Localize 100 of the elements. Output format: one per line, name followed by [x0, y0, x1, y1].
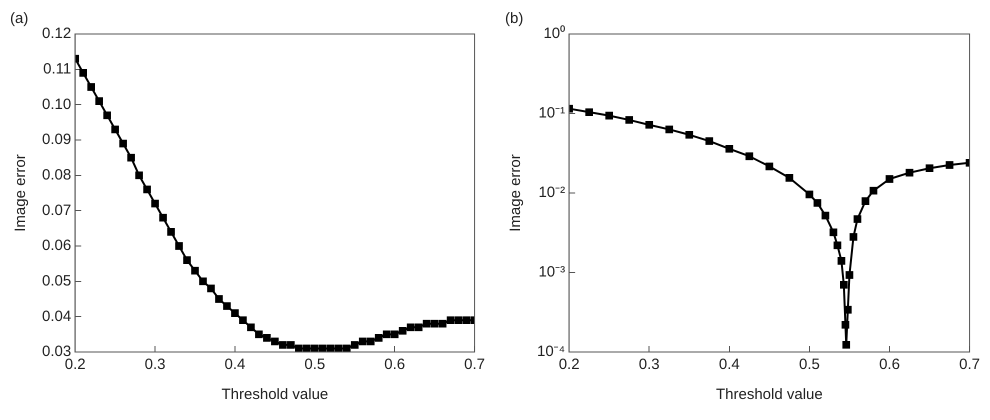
chart-title: (a): [10, 10, 28, 28]
point: [806, 190, 814, 198]
point: [830, 228, 838, 236]
point: [842, 320, 850, 329]
point: [215, 295, 223, 303]
point: [906, 168, 914, 177]
point: [814, 199, 822, 207]
point: [786, 174, 794, 182]
x-tick-label: 0.7: [959, 356, 980, 374]
y-tick-label: 0.10: [42, 96, 72, 113]
point: [422, 320, 430, 328]
x-tick-label: 0.5: [304, 356, 326, 374]
y-tick-label: 0.07: [42, 202, 72, 219]
point: [191, 266, 199, 275]
y-tick-label: 0.05: [42, 272, 72, 290]
point: [665, 126, 674, 134]
point: [159, 214, 167, 222]
point: [263, 334, 271, 342]
point: [79, 69, 88, 77]
point: [111, 126, 119, 134]
point: [446, 316, 454, 324]
point: [239, 316, 247, 324]
y-tick-label: 10⁻²: [538, 184, 566, 202]
point: [398, 326, 407, 335]
point: [625, 116, 634, 124]
point: [462, 316, 470, 324]
point: [342, 344, 351, 352]
y-axis-title: Image error: [12, 154, 30, 232]
x-tick-label: 0.2: [558, 356, 580, 374]
point: [135, 172, 143, 180]
y-tick-label: 0.11: [43, 60, 72, 78]
point: [870, 186, 878, 194]
point: [151, 200, 159, 208]
point: [247, 323, 255, 332]
point: [840, 280, 848, 289]
point: [846, 271, 854, 279]
point: [127, 154, 135, 162]
point: [430, 320, 438, 328]
y-tick-label: 0.09: [42, 131, 72, 148]
x-tick-label: 0.7: [464, 356, 486, 374]
x-tick-label: 0.4: [718, 356, 740, 374]
point: [725, 144, 734, 153]
x-tick-label: 0.5: [798, 356, 820, 374]
point: [854, 215, 862, 223]
point: [705, 137, 714, 145]
y-tick-label: 0.08: [42, 166, 72, 184]
point: [850, 233, 858, 241]
x-axis-title: Threshold value: [222, 386, 328, 404]
point: [231, 309, 239, 317]
point: [103, 111, 111, 120]
point: [318, 344, 327, 352]
point: [406, 323, 414, 332]
point: [834, 241, 842, 250]
point: [645, 121, 654, 129]
x-tick-label: 0.6: [384, 356, 406, 374]
point: [358, 338, 367, 346]
point: [454, 316, 462, 324]
point: [390, 330, 399, 338]
point: [746, 152, 754, 160]
point: [685, 130, 694, 139]
point: [279, 341, 287, 349]
y-axis-title: Image error: [507, 154, 524, 232]
point: [374, 334, 383, 342]
point: [255, 330, 263, 338]
y-tick-label: 0.06: [42, 237, 72, 254]
y-tick-label: 10⁻³: [538, 264, 566, 281]
y-tick-label: 10⁻¹: [538, 104, 566, 122]
point: [183, 256, 191, 264]
point: [303, 344, 311, 352]
point: [382, 330, 391, 338]
point: [175, 242, 183, 250]
point: [766, 162, 774, 170]
x-axis-title: Threshold value: [716, 386, 823, 404]
x-tick-label: 0.4: [224, 356, 246, 374]
point: [862, 197, 870, 205]
point: [605, 112, 614, 120]
point: [119, 140, 127, 148]
y-tick-label: 0.12: [42, 25, 72, 42]
point: [167, 228, 175, 236]
point: [223, 302, 231, 310]
point: [287, 341, 295, 349]
point: [271, 338, 279, 346]
chart-title: (b): [505, 10, 524, 28]
point: [438, 320, 446, 328]
point: [838, 257, 846, 265]
point: [822, 212, 830, 220]
point: [87, 83, 95, 91]
point: [886, 175, 894, 183]
point: [946, 161, 954, 169]
x-tick-label: 0.3: [144, 356, 166, 374]
point: [143, 186, 151, 194]
y-tick-label: 0.04: [42, 308, 72, 325]
point: [842, 341, 850, 349]
x-tick-label: 0.2: [64, 356, 86, 374]
point: [199, 278, 207, 286]
point: [95, 97, 103, 105]
point: [585, 108, 593, 116]
point: [334, 344, 343, 352]
point: [350, 341, 359, 349]
point: [310, 344, 319, 352]
